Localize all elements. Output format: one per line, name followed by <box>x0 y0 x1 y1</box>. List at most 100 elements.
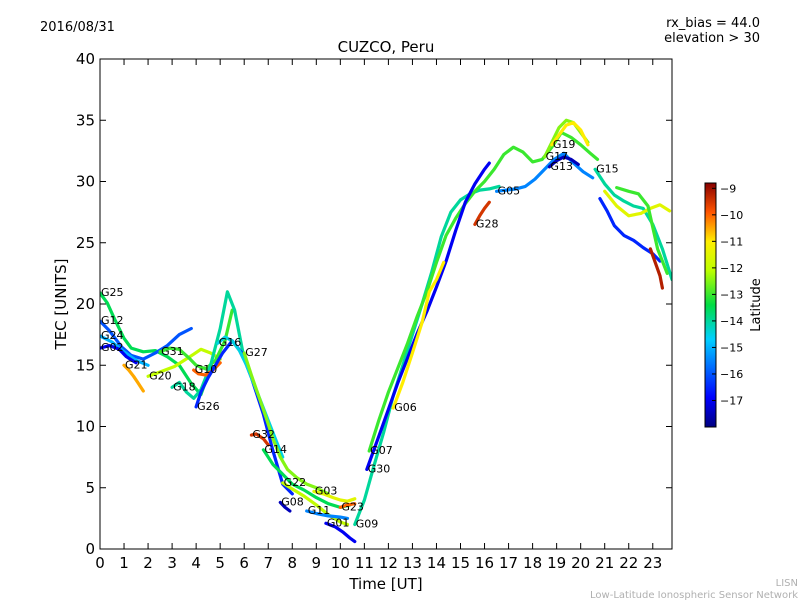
x-tick-label: 15 <box>451 554 470 572</box>
x-tick-label: 14 <box>427 554 446 572</box>
series-trace-g02 <box>100 344 138 365</box>
series-label-g24: G24 <box>101 329 124 342</box>
series-label-g21: G21 <box>125 358 148 371</box>
series-label-g06: G06 <box>394 401 417 414</box>
series-label-g09: G09 <box>356 518 379 531</box>
series-trace-unlabeled-31 <box>603 189 672 218</box>
series-label-g17: G17 <box>546 150 569 163</box>
series-trace-g03 <box>312 489 357 503</box>
y-tick-label: 0 <box>85 540 95 558</box>
colorbar-tick-label: −9 <box>720 182 736 195</box>
x-tick-label: 9 <box>312 554 322 572</box>
series-label-g12: G12 <box>101 314 124 327</box>
series-trace-g20 <box>146 347 222 378</box>
series-trace-g23 <box>338 502 357 509</box>
series-trace-g11 <box>305 509 350 520</box>
series-label-g18: G18 <box>173 380 196 393</box>
series-label-g08: G08 <box>281 495 304 508</box>
x-tick-label: 7 <box>263 554 273 572</box>
x-tick-label: 21 <box>595 554 614 572</box>
x-tick-label: 11 <box>355 554 374 572</box>
y-tick-label: 15 <box>76 356 95 374</box>
colorbar-tick-label: −12 <box>720 262 743 275</box>
series-label-g28: G28 <box>476 217 499 230</box>
y-tick-label: 20 <box>76 295 95 313</box>
rx-bias-label: rx_bias = 44.0 <box>666 16 760 31</box>
series-label-g19: G19 <box>553 138 576 151</box>
y-axis-label: TEC [UNITS] <box>52 259 70 351</box>
series-trace-g24 <box>100 334 150 367</box>
colorbar-tick-label: −11 <box>720 235 743 248</box>
series-trace-g12 <box>100 319 193 361</box>
series-trace-g15 <box>593 167 672 282</box>
series-trace-g32 <box>249 432 270 447</box>
colorbar-tick-label: −13 <box>720 288 743 301</box>
colorbar-gradient <box>704 182 717 428</box>
y-axis: 0 5 10 15 20 25 30 35 40 <box>76 50 672 558</box>
series-trace-g05 <box>495 151 595 193</box>
x-tick-label: 10 <box>331 554 350 572</box>
series-label-g02: G02 <box>101 341 124 354</box>
x-tick-label: 2 <box>143 554 153 572</box>
colorbar-tick-label: −15 <box>720 341 743 354</box>
series-trace-g27 <box>242 351 330 496</box>
colorbar-label: Latitude <box>749 278 764 332</box>
x-tick-label: 20 <box>571 554 590 572</box>
footer-network: Low-Latitude Ionospheric Sensor Network <box>590 590 798 600</box>
series-label-g13: G13 <box>550 160 573 173</box>
footer-lisn: LISN <box>776 578 798 589</box>
series-trace-g30 <box>365 161 491 471</box>
series-label-g05: G05 <box>498 184 521 197</box>
y-tick-label: 30 <box>76 173 95 191</box>
series-trace-unlabeled-32 <box>648 247 664 290</box>
series-trace-g01 <box>324 521 357 544</box>
x-tick-label: 18 <box>523 554 542 572</box>
x-tick-label: 22 <box>619 554 638 572</box>
chart-title: CUZCO, Peru <box>338 38 435 56</box>
x-tick-label: 1 <box>119 554 129 572</box>
series-label-g26: G26 <box>197 400 220 413</box>
series-label-g16: G16 <box>219 336 242 349</box>
x-axis: 0 1 2 3 4 5 6 7 8 9 10 11 12 13 14 15 16 17 18 19 20 21 22 23 <box>95 59 662 572</box>
colorbar: −9 −10 −11 −12 −13 −14 −15 −16 −17 Latitude <box>704 182 764 428</box>
series-trace-g28 <box>473 200 491 226</box>
plot-frame <box>99 58 673 550</box>
series-trace-g14 <box>261 448 352 509</box>
series-trace-g13 <box>547 155 580 169</box>
series-trace-g22 <box>281 481 350 527</box>
colorbar-tick-label: −16 <box>720 368 743 381</box>
x-tick-label: 13 <box>403 554 422 572</box>
x-tick-label: 19 <box>547 554 566 572</box>
x-tick-label: 5 <box>215 554 225 572</box>
x-tick-label: 12 <box>379 554 398 572</box>
elevation-label: elevation > 30 <box>664 31 760 46</box>
x-tick-label: 4 <box>191 554 201 572</box>
series-label-g22: G22 <box>284 476 307 489</box>
y-tick-label: 40 <box>76 50 95 68</box>
series-layer <box>100 118 672 544</box>
series-label-g03: G03 <box>315 484 338 497</box>
series-trace-g19 <box>550 121 590 147</box>
series-label-g14: G14 <box>264 443 287 456</box>
x-axis-label: Time [UT] <box>348 575 422 593</box>
y-tick-label: 35 <box>76 111 95 129</box>
series-label-g31: G31 <box>161 345 184 358</box>
series-label-g25: G25 <box>101 286 124 299</box>
series-label-g15: G15 <box>596 162 619 175</box>
series-trace-unlabeled-33 <box>615 186 669 275</box>
date-label: 2016/08/31 <box>40 20 115 35</box>
series-label-g30: G30 <box>368 462 391 475</box>
series-label-g32: G32 <box>252 428 275 441</box>
series-trace-g31 <box>158 308 234 371</box>
series-label-g07: G07 <box>370 444 393 457</box>
y-tick-label: 10 <box>76 418 95 436</box>
x-tick-label: 8 <box>287 554 297 572</box>
series-trace-g06 <box>391 260 446 410</box>
series-label-g27: G27 <box>245 346 268 359</box>
series-label-g23: G23 <box>341 500 364 513</box>
y-tick-label: 25 <box>76 234 95 252</box>
series-trace-g25 <box>100 291 213 397</box>
x-tick-label: 0 <box>95 554 105 572</box>
